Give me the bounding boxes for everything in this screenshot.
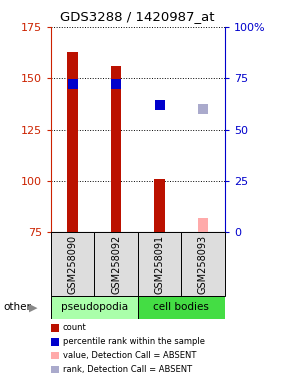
Point (201, 106, 205, 112)
Bar (154, 179, 165, 232)
Text: ▶: ▶ (29, 302, 38, 312)
Text: count: count (63, 323, 87, 333)
Bar (138, 232, 181, 296)
Text: percentile rank within the sample: percentile rank within the sample (63, 337, 205, 346)
Text: rank, Detection Call = ABSENT: rank, Detection Call = ABSENT (63, 365, 192, 374)
Bar (138, 296, 225, 319)
Text: pseudopodia: pseudopodia (61, 302, 128, 312)
Bar (110, 66, 122, 232)
Bar (51, 232, 94, 296)
Point (114, 81, 118, 88)
Bar (94, 232, 138, 296)
Text: value, Detection Call = ABSENT: value, Detection Call = ABSENT (63, 351, 196, 360)
Text: GSM258091: GSM258091 (155, 235, 164, 293)
Title: GDS3288 / 1420987_at: GDS3288 / 1420987_at (61, 10, 215, 23)
Bar (51, 296, 138, 319)
Text: other: other (3, 302, 31, 312)
Point (157, 102, 162, 108)
Point (70, 81, 75, 88)
Bar (67, 51, 78, 232)
Text: GSM258090: GSM258090 (68, 235, 77, 293)
Text: cell bodies: cell bodies (153, 302, 209, 312)
Text: GSM258093: GSM258093 (198, 235, 208, 293)
Bar (181, 232, 225, 296)
Bar (197, 218, 209, 232)
Text: GSM258092: GSM258092 (111, 234, 121, 294)
